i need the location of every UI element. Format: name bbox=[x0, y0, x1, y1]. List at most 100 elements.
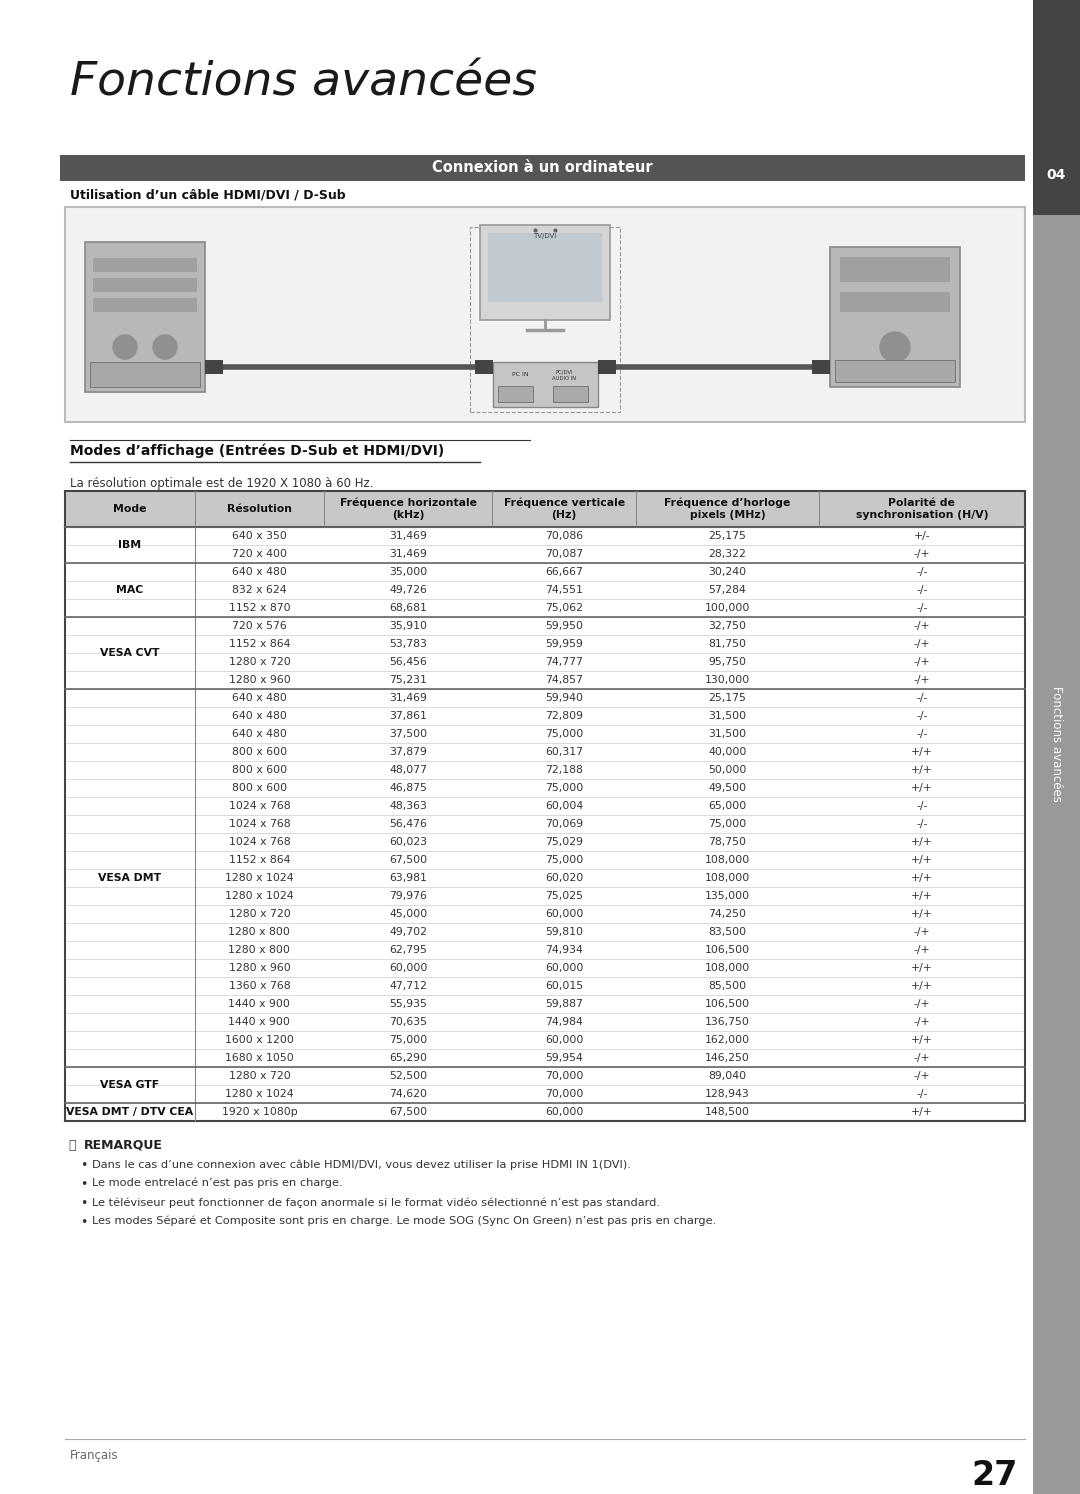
Text: 31,469: 31,469 bbox=[389, 548, 427, 559]
Text: 1920 x 1080p: 1920 x 1080p bbox=[221, 1107, 297, 1118]
Bar bbox=[65, 995, 1025, 1013]
Text: 70,086: 70,086 bbox=[545, 530, 583, 541]
Text: 04: 04 bbox=[1047, 167, 1066, 182]
Text: 1360 x 768: 1360 x 768 bbox=[229, 982, 291, 991]
Text: 1152 x 864: 1152 x 864 bbox=[229, 639, 291, 648]
Bar bbox=[65, 1067, 1025, 1085]
Text: 59,954: 59,954 bbox=[545, 1053, 583, 1064]
Text: 70,635: 70,635 bbox=[389, 1017, 428, 1026]
Text: 83,500: 83,500 bbox=[708, 926, 746, 937]
Bar bbox=[65, 689, 1025, 707]
Text: 60,000: 60,000 bbox=[545, 1035, 583, 1044]
Text: Fréquence d’horloge
pixels (MHz): Fréquence d’horloge pixels (MHz) bbox=[664, 498, 791, 520]
Text: 108,000: 108,000 bbox=[705, 855, 750, 865]
Text: Fréquence horizontale
(kHz): Fréquence horizontale (kHz) bbox=[340, 498, 476, 520]
Text: 59,959: 59,959 bbox=[545, 639, 583, 648]
Bar bbox=[65, 671, 1025, 689]
Text: 28,322: 28,322 bbox=[708, 548, 746, 559]
Text: +/+: +/+ bbox=[910, 765, 933, 775]
Bar bbox=[93, 297, 197, 312]
Bar bbox=[1032, 215, 1080, 1494]
Bar bbox=[831, 247, 960, 387]
Text: -/+: -/+ bbox=[914, 1017, 930, 1026]
Text: 640 x 480: 640 x 480 bbox=[232, 693, 287, 704]
Bar bbox=[840, 291, 950, 312]
Text: 135,000: 135,000 bbox=[705, 890, 750, 901]
Text: +/+: +/+ bbox=[910, 964, 933, 973]
Text: 74,551: 74,551 bbox=[545, 586, 583, 595]
Text: 31,500: 31,500 bbox=[708, 711, 746, 722]
Text: 45,000: 45,000 bbox=[389, 908, 428, 919]
Text: 60,000: 60,000 bbox=[545, 908, 583, 919]
Bar bbox=[60, 155, 1025, 181]
Text: 31,469: 31,469 bbox=[389, 530, 427, 541]
Bar bbox=[65, 796, 1025, 816]
Text: 67,500: 67,500 bbox=[389, 1107, 428, 1118]
Text: 37,500: 37,500 bbox=[389, 729, 428, 740]
Bar bbox=[65, 743, 1025, 760]
Text: 1024 x 768: 1024 x 768 bbox=[229, 801, 291, 811]
Text: -/-: -/- bbox=[916, 819, 928, 829]
Text: 1152 x 870: 1152 x 870 bbox=[229, 604, 291, 613]
Text: +/+: +/+ bbox=[910, 747, 933, 757]
Text: -/+: -/+ bbox=[914, 622, 930, 630]
Text: 800 x 600: 800 x 600 bbox=[232, 765, 287, 775]
Text: 1280 x 960: 1280 x 960 bbox=[229, 964, 291, 973]
Text: 108,000: 108,000 bbox=[705, 872, 750, 883]
Text: 74,934: 74,934 bbox=[545, 946, 583, 955]
Text: 106,500: 106,500 bbox=[705, 946, 750, 955]
Text: 52,500: 52,500 bbox=[389, 1071, 428, 1082]
Text: +/+: +/+ bbox=[910, 1035, 933, 1044]
Text: Connexion à un ordinateur: Connexion à un ordinateur bbox=[432, 160, 652, 175]
Text: -/+: -/+ bbox=[914, 639, 930, 648]
Text: 60,000: 60,000 bbox=[389, 964, 428, 973]
Text: 32,750: 32,750 bbox=[708, 622, 746, 630]
Bar bbox=[65, 527, 1025, 545]
Text: 89,040: 89,040 bbox=[708, 1071, 746, 1082]
Text: 55,935: 55,935 bbox=[389, 999, 427, 1008]
Text: VESA CVT: VESA CVT bbox=[100, 648, 160, 657]
Text: 128,943: 128,943 bbox=[705, 1089, 750, 1100]
Bar bbox=[65, 725, 1025, 743]
Text: -/-: -/- bbox=[916, 568, 928, 577]
Text: Fréquence verticale
(Hz): Fréquence verticale (Hz) bbox=[503, 498, 624, 520]
Bar bbox=[480, 226, 610, 320]
Bar bbox=[65, 816, 1025, 834]
Text: Modes d’affichage (Entrées D-Sub et HDMI/DVI): Modes d’affichage (Entrées D-Sub et HDMI… bbox=[70, 444, 444, 459]
Text: 78,750: 78,750 bbox=[708, 837, 746, 847]
Text: 60,000: 60,000 bbox=[545, 1107, 583, 1118]
Text: 1280 x 1024: 1280 x 1024 bbox=[225, 890, 294, 901]
Text: 31,469: 31,469 bbox=[389, 693, 427, 704]
Bar bbox=[65, 1013, 1025, 1031]
Bar bbox=[65, 707, 1025, 725]
Text: 37,861: 37,861 bbox=[389, 711, 427, 722]
Text: 60,004: 60,004 bbox=[545, 801, 583, 811]
Text: 56,476: 56,476 bbox=[389, 819, 427, 829]
Text: Le téléviseur peut fonctionner de façon anormale si le format vidéo sélectionné : Le téléviseur peut fonctionner de façon … bbox=[92, 1197, 660, 1207]
Text: 74,777: 74,777 bbox=[545, 657, 583, 666]
Text: 1024 x 768: 1024 x 768 bbox=[229, 837, 291, 847]
Text: 35,000: 35,000 bbox=[389, 568, 428, 577]
Text: Français: Français bbox=[70, 1449, 119, 1463]
Text: 75,029: 75,029 bbox=[545, 837, 583, 847]
Text: 48,363: 48,363 bbox=[389, 801, 427, 811]
Text: 640 x 480: 640 x 480 bbox=[232, 711, 287, 722]
Text: 1680 x 1050: 1680 x 1050 bbox=[225, 1053, 294, 1064]
Text: -/-: -/- bbox=[916, 729, 928, 740]
Text: 25,175: 25,175 bbox=[708, 530, 746, 541]
Text: 60,023: 60,023 bbox=[389, 837, 428, 847]
Text: -/+: -/+ bbox=[914, 1053, 930, 1064]
Bar bbox=[205, 360, 222, 374]
Bar bbox=[65, 653, 1025, 671]
Text: 79,976: 79,976 bbox=[389, 890, 427, 901]
Bar bbox=[93, 278, 197, 291]
Text: 75,025: 75,025 bbox=[545, 890, 583, 901]
Text: Les modes Séparé et Composite sont pris en charge. Le mode SOG (Sync On Green) n: Les modes Séparé et Composite sont pris … bbox=[92, 1216, 716, 1227]
Text: 70,069: 70,069 bbox=[545, 819, 583, 829]
Text: IBM: IBM bbox=[118, 539, 141, 550]
Text: 720 x 400: 720 x 400 bbox=[232, 548, 287, 559]
Bar bbox=[65, 1103, 1025, 1120]
Text: 48,077: 48,077 bbox=[389, 765, 428, 775]
Text: Mode: Mode bbox=[113, 503, 147, 514]
Circle shape bbox=[153, 335, 177, 359]
